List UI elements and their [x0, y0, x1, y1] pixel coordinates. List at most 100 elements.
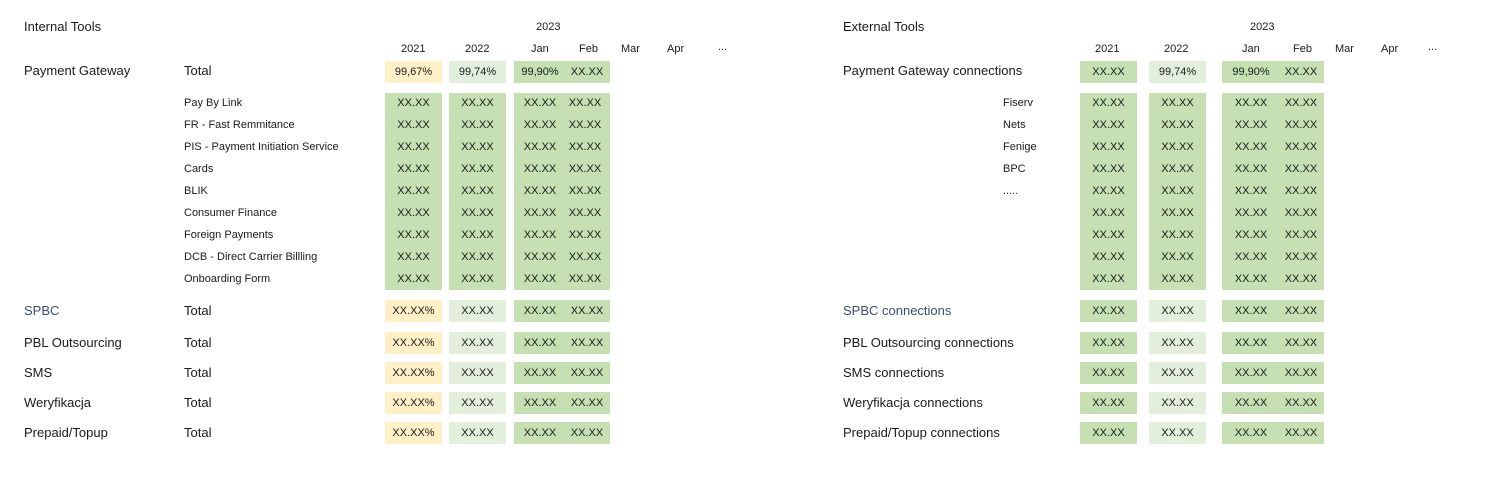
- cell-2023-months: XX.XX XX.XX: [514, 362, 610, 384]
- sub-item-value: XX.XX: [568, 119, 602, 131]
- cell-value: 99,67%: [394, 66, 433, 78]
- cell-2023-months: XX.XX XX.XX: [514, 392, 610, 414]
- sub-item-value: XX.XX: [461, 185, 494, 197]
- row-total-label: Total: [184, 303, 212, 318]
- cell-2023-months: XX.XX XX.XX: [1222, 422, 1324, 444]
- row-label: Prepaid/Topup connections: [843, 425, 1000, 440]
- cell-value-feb: XX.XX: [570, 427, 604, 439]
- sub-item-value: XX.XX: [1284, 141, 1318, 153]
- sub-item-value: XX.XX: [1161, 119, 1194, 131]
- sub-item-value: XX.XX: [1092, 207, 1125, 219]
- sub-item-value: XX.XX: [1234, 251, 1268, 263]
- sub-item-value: XX.XX: [397, 251, 430, 263]
- row-label: SPBC connections: [843, 303, 952, 318]
- sub-item-value: XX.XX: [1284, 163, 1318, 175]
- row-label: Prepaid/Topup: [24, 425, 108, 440]
- cell-2021: XX.XX: [1080, 61, 1137, 83]
- sub-item-value: XX.XX: [461, 273, 494, 285]
- cell-2021: XX.XX: [1080, 332, 1137, 354]
- sub-item-value: XX.XX: [1284, 273, 1318, 285]
- sub-item-value: XX.XX: [1234, 141, 1268, 153]
- sub-item-value: XX.XX: [523, 185, 557, 197]
- sub-item-value: XX.XX: [523, 141, 557, 153]
- sub-item-value: XX.XX: [1161, 229, 1194, 241]
- col-header-apr: Apr: [667, 43, 685, 55]
- sub-item-value: XX.XX: [1161, 251, 1194, 263]
- row-label: SMS: [24, 365, 53, 380]
- cell-value-feb: XX.XX: [570, 397, 604, 409]
- sub-item-value: XX.XX: [1092, 119, 1125, 131]
- col-header-apr: Apr: [1381, 43, 1399, 55]
- row-label-payment-gateway-connections: Payment Gateway connections: [843, 63, 1023, 78]
- cell-2023-months: XX.XX XX.XX: [514, 300, 610, 322]
- sub-item-value: XX.XX: [1092, 185, 1125, 197]
- sub-item-label: Fenige: [1003, 141, 1037, 153]
- cell-value-feb: XX.XX: [1284, 66, 1318, 78]
- row-label-payment-gateway: Payment Gateway: [24, 63, 131, 78]
- internal-tools-title: Internal Tools: [24, 19, 102, 34]
- cell-2023-months: XX.XX XX.XX: [514, 332, 610, 354]
- sub-item-label: FR - Fast Remmitance: [184, 119, 295, 131]
- cell-2021: XX.XX: [1080, 422, 1137, 444]
- sub-item-value: XX.XX: [397, 273, 430, 285]
- cell-value-feb: XX.XX: [570, 337, 604, 349]
- sub-item-value: XX.XX: [397, 207, 430, 219]
- cell-2021: 99,67%: [385, 61, 442, 83]
- sub-item-value: XX.XX: [1161, 273, 1194, 285]
- cell-2023-months: XX.XX XX.XX: [1222, 392, 1324, 414]
- sub-item-value: XX.XX: [1161, 163, 1194, 175]
- cell-2021: XX.XX: [1080, 362, 1137, 384]
- sub-item-value: XX.XX: [1092, 163, 1125, 175]
- sub-item-value: XX.XX: [523, 229, 557, 241]
- sub-item-value: XX.XX: [461, 229, 494, 241]
- sub-item-value: XX.XX: [568, 141, 602, 153]
- sub-item-value: XX.XX: [397, 141, 430, 153]
- sub-item-value: XX.XX: [1284, 251, 1318, 263]
- sub-item-value: XX.XX: [523, 251, 557, 263]
- sub-item-value: XX.XX: [461, 97, 494, 109]
- sub-item-value: XX.XX: [397, 163, 430, 175]
- cell-value-feb: XX.XX: [1284, 305, 1318, 317]
- cell-2022: XX.XX: [1149, 300, 1206, 322]
- year-2023-header: 2023: [1250, 21, 1275, 33]
- col-header-mar: Mar: [621, 43, 640, 55]
- cell-2023-months: XX.XX XX.XX: [1222, 300, 1324, 322]
- sub-item-value: XX.XX: [461, 141, 494, 153]
- sub-item-value: XX.XX: [1234, 163, 1268, 175]
- sub-item-value: XX.XX: [461, 119, 494, 131]
- sub-item-label: Fiserv: [1003, 97, 1033, 109]
- cell-value-jan: 99,90%: [1232, 66, 1270, 78]
- col-header-2021: 2021: [1095, 43, 1120, 55]
- sub-item-value: XX.XX: [568, 251, 602, 263]
- cell-2021: XX.XX: [1080, 300, 1137, 322]
- cell-2023-months: XX.XX XX.XX: [1222, 362, 1324, 384]
- sub-item-value: XX.XX: [1284, 119, 1318, 131]
- cell-2023-months: XX.XX XX.XX: [1222, 332, 1324, 354]
- sub-item-value: XX.XX: [523, 97, 557, 109]
- cell-2022: XX.XX: [449, 362, 506, 384]
- sub-item-value: XX.XX: [1092, 97, 1125, 109]
- sub-item-value: XX.XX: [568, 229, 602, 241]
- cell-value: 99,74%: [458, 66, 497, 78]
- col-header-feb: Feb: [579, 43, 598, 55]
- cell-2023-months: XX.XX XX.XX: [514, 422, 610, 444]
- sub-item-label: Nets: [1003, 119, 1026, 131]
- sub-item-value: XX.XX: [523, 273, 557, 285]
- sub-item-label: Pay By Link: [184, 97, 243, 109]
- cell-value-jan: XX.XX: [523, 367, 557, 379]
- cell-2022: XX.XX: [449, 422, 506, 444]
- sub-item-value: XX.XX: [568, 185, 602, 197]
- cell-value-jan: XX.XX: [1234, 367, 1268, 379]
- cell-2021: XX.XX%: [385, 422, 442, 444]
- cell-value-jan: 99,90%: [521, 66, 559, 78]
- sub-block-2022: [449, 93, 506, 290]
- sub-item-value: XX.XX: [1284, 97, 1318, 109]
- sub-item-label: Consumer Finance: [184, 207, 277, 219]
- cell-value-feb: XX.XX: [1284, 367, 1318, 379]
- sub-item-label: BPC: [1003, 163, 1026, 175]
- sub-item-value: XX.XX: [1092, 273, 1125, 285]
- cell-value-feb: XX.XX: [570, 367, 604, 379]
- cell-2022: XX.XX: [1149, 392, 1206, 414]
- row-label: Weryfikacja connections: [843, 395, 983, 410]
- cell-value-feb: XX.XX: [1284, 397, 1318, 409]
